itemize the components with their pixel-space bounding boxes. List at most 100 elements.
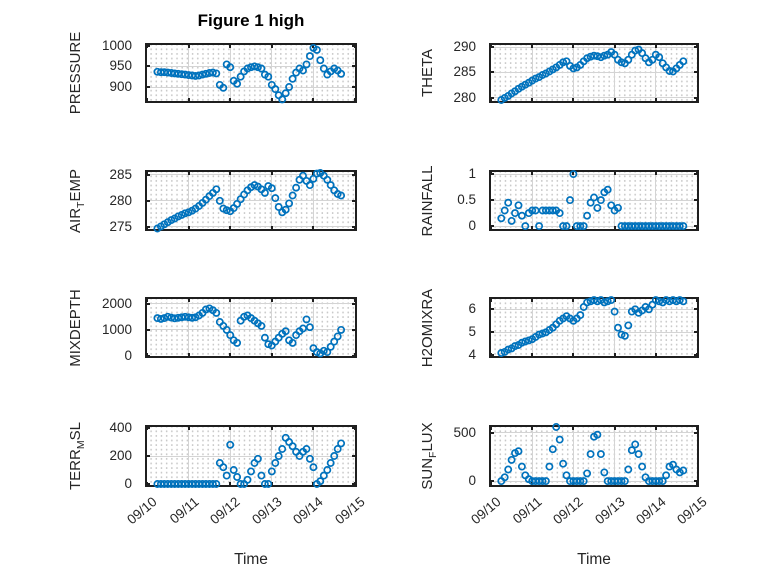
y-tick-label: 280 bbox=[109, 192, 132, 208]
y-tick-label: 1000 bbox=[101, 37, 132, 53]
axis-tick bbox=[491, 98, 492, 101]
axis-tick bbox=[187, 172, 190, 175]
grid-line-horizontal bbox=[491, 199, 697, 201]
axis-tick bbox=[354, 353, 355, 356]
axis-tick bbox=[654, 482, 657, 485]
axis-tick bbox=[531, 45, 534, 48]
axis-tick bbox=[613, 299, 616, 302]
axis-tick bbox=[491, 480, 494, 483]
axis-tick bbox=[352, 225, 355, 228]
axis-tick bbox=[491, 431, 494, 434]
axis-tick bbox=[696, 482, 697, 485]
axis-tick bbox=[147, 65, 150, 68]
axis-tick bbox=[312, 299, 315, 302]
x-tick-label: 09/15 bbox=[332, 494, 368, 528]
x-tick-label: 09/10 bbox=[468, 494, 504, 528]
axis-tick bbox=[654, 427, 657, 430]
axis-tick bbox=[491, 225, 494, 228]
axis-tick bbox=[270, 353, 273, 356]
axis-tick bbox=[696, 427, 697, 430]
axis-tick bbox=[694, 71, 697, 74]
axis-tick bbox=[654, 299, 657, 302]
axis-tick bbox=[491, 331, 494, 334]
plot-area-air-temp bbox=[145, 170, 357, 231]
axis-tick bbox=[270, 98, 273, 101]
axis-tick bbox=[694, 480, 697, 483]
axis-tick bbox=[229, 353, 232, 356]
y-tick-label: 0 bbox=[124, 348, 132, 363]
axis-tick bbox=[352, 455, 355, 457]
grid-line-vertical bbox=[188, 45, 190, 101]
grid-line-vertical bbox=[188, 299, 190, 356]
axis-tick bbox=[572, 427, 575, 430]
axis-tick bbox=[187, 353, 190, 356]
axis-tick bbox=[147, 353, 148, 356]
axis-tick bbox=[229, 172, 232, 175]
grid-line-vertical bbox=[271, 45, 273, 101]
grid-line-horizontal bbox=[491, 432, 697, 434]
y-tick-label: 1000 bbox=[101, 321, 132, 337]
y-axis-label-subscript: F bbox=[427, 451, 439, 458]
axis-tick bbox=[147, 45, 150, 47]
axis-tick bbox=[694, 308, 697, 311]
axis-tick bbox=[491, 299, 492, 302]
axis-tick bbox=[694, 46, 697, 49]
axis-tick bbox=[572, 353, 575, 356]
axis-tick bbox=[312, 172, 315, 175]
axis-tick bbox=[572, 45, 575, 48]
axis-tick bbox=[654, 172, 657, 175]
axis-tick bbox=[531, 98, 534, 101]
axis-tick bbox=[312, 45, 315, 48]
x-tick-label: 09/11 bbox=[510, 494, 545, 527]
axis-tick bbox=[147, 199, 150, 202]
axis-tick bbox=[654, 353, 657, 356]
grid-line-vertical bbox=[572, 427, 574, 485]
y-tick-label: 285 bbox=[453, 64, 476, 80]
y-tick-label: 400 bbox=[109, 419, 132, 435]
plot-area-pressure bbox=[145, 43, 357, 103]
axis-tick bbox=[352, 86, 355, 88]
grid-line-horizontal bbox=[491, 97, 697, 99]
y-tick-label: 285 bbox=[109, 166, 132, 182]
axis-tick bbox=[531, 482, 534, 485]
y-tick-label: 200 bbox=[109, 448, 132, 463]
axis-tick bbox=[613, 98, 616, 101]
axis-tick bbox=[531, 353, 534, 356]
axis-tick bbox=[613, 427, 616, 430]
axis-tick bbox=[696, 226, 697, 229]
y-axis-label-subscript: T bbox=[75, 201, 87, 208]
axis-tick bbox=[654, 98, 657, 101]
axis-tick bbox=[491, 354, 494, 356]
x-axis-label-time-left: Time bbox=[234, 551, 268, 568]
y-tick-label: 500 bbox=[453, 424, 476, 440]
axis-tick bbox=[312, 482, 315, 485]
y-tick-label: 290 bbox=[453, 39, 476, 55]
y-tick-label: 0 bbox=[468, 218, 476, 234]
axis-tick bbox=[187, 427, 190, 430]
y-tick-label: 5 bbox=[468, 324, 476, 340]
grid-line-vertical bbox=[572, 299, 574, 356]
axis-tick bbox=[270, 172, 273, 175]
axis-tick bbox=[694, 431, 697, 434]
grid-line-vertical bbox=[312, 45, 314, 101]
axis-tick bbox=[572, 299, 575, 302]
axis-tick bbox=[352, 302, 355, 305]
grid-line-vertical bbox=[271, 299, 273, 356]
axis-tick bbox=[491, 427, 492, 430]
axis-tick bbox=[352, 427, 355, 429]
grid-line-vertical bbox=[614, 45, 616, 101]
axis-tick bbox=[270, 482, 273, 485]
grid-line-vertical bbox=[614, 299, 616, 356]
plot-area-mixdepth bbox=[145, 297, 357, 358]
axis-tick bbox=[352, 65, 355, 68]
axis-tick bbox=[229, 45, 232, 48]
axis-tick bbox=[270, 226, 273, 229]
axis-tick bbox=[187, 98, 190, 101]
grid-line-horizontal bbox=[491, 71, 697, 73]
axis-tick bbox=[491, 226, 492, 229]
axis-tick bbox=[270, 299, 273, 302]
axis-tick bbox=[147, 225, 150, 228]
axis-tick bbox=[147, 173, 150, 176]
y-tick-label: 6 bbox=[468, 301, 476, 317]
